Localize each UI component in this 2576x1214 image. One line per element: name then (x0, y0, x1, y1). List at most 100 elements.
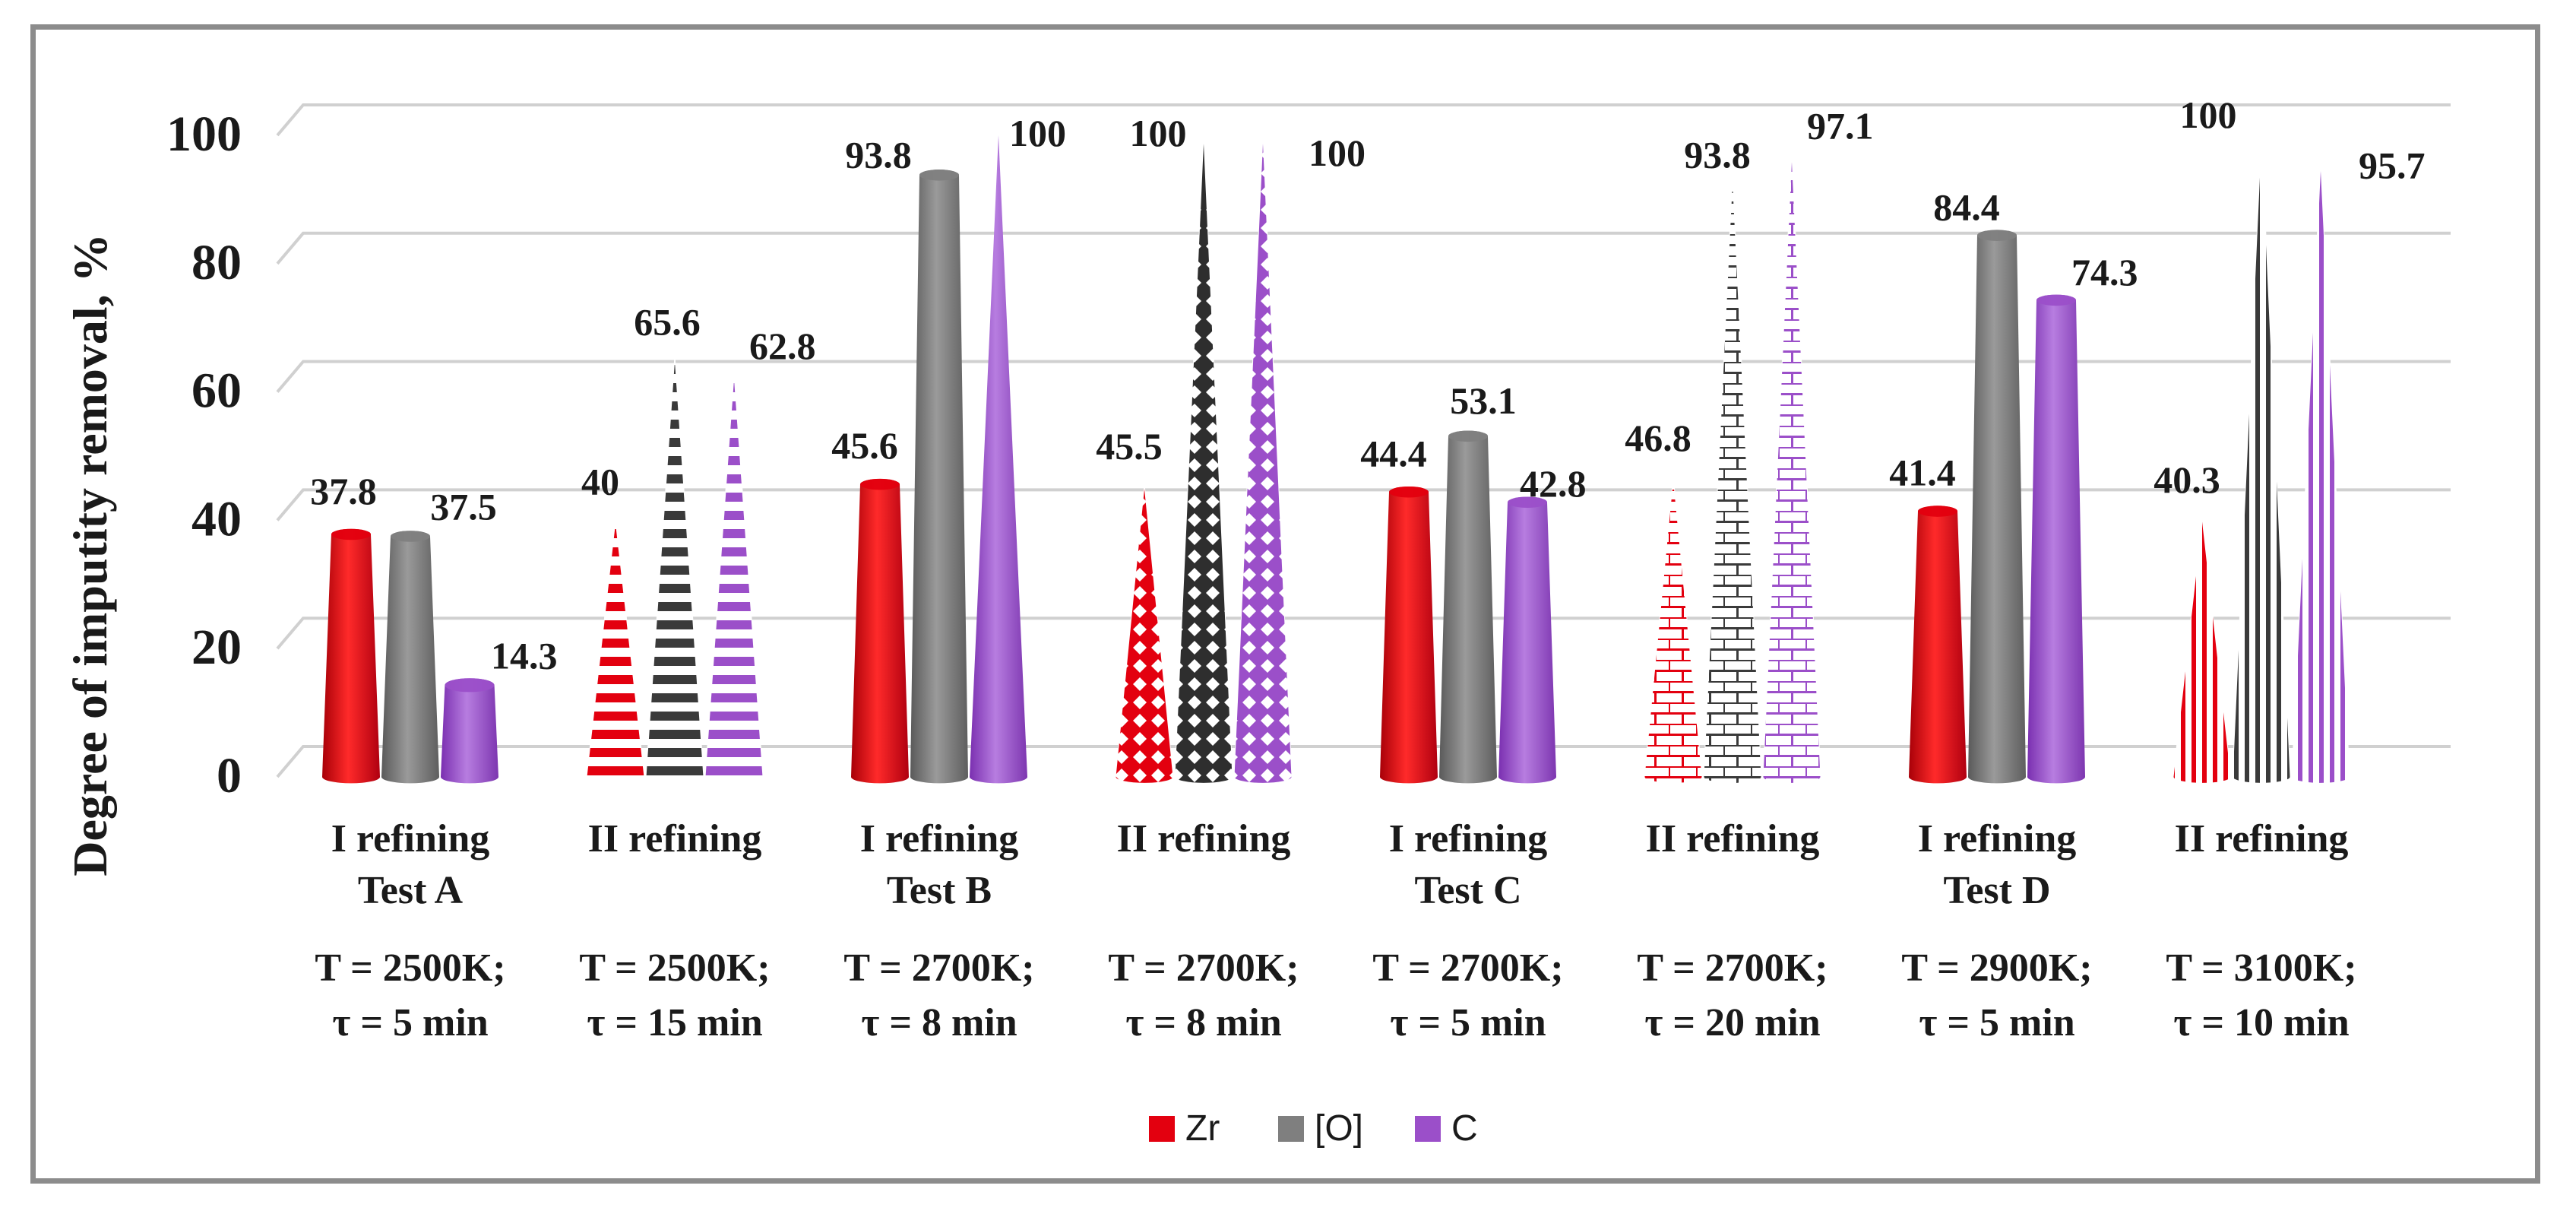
legend-label: [O] (1315, 1108, 1363, 1149)
category-label: τ = 5 min (1390, 1001, 1546, 1044)
data-label: 40.3 (2154, 458, 2220, 501)
bar-O-4 (1174, 135, 1233, 784)
bar-C-1 (441, 678, 498, 784)
bar-Zr-3 (851, 478, 909, 784)
bar-O-5 (1439, 430, 1497, 784)
category-label: I refining (1918, 817, 2077, 861)
legend-swatch (1278, 1116, 1304, 1142)
gridline (276, 360, 2451, 393)
category-label: I refining (331, 817, 490, 861)
legend-swatch (1149, 1116, 1175, 1142)
category-label: τ = 5 min (332, 1001, 488, 1044)
bar-O-7 (1968, 230, 2026, 784)
category-label: I refining (1389, 817, 1548, 861)
data-labels: 37.8 37.5 14.3 40 65.6 62.8 45.6 93.8 100 45.5 100… (310, 94, 2425, 677)
bars (322, 135, 2350, 784)
legend: Zr [O] C (1149, 1108, 1478, 1149)
data-label: 65.6 (634, 300, 701, 343)
category-label: T = 2700K; (1108, 946, 1299, 990)
category-label: I refining (860, 817, 1019, 861)
bar-Zr-2 (586, 520, 645, 784)
y-tick-label: 60 (191, 363, 242, 419)
data-label: 53.1 (1450, 379, 1517, 422)
data-label: 62.8 (749, 325, 816, 367)
category-label: T = 2500K; (315, 946, 505, 990)
bar-Zr-1 (322, 528, 380, 784)
y-axis-label: Degree of imputity removal, % (63, 233, 117, 876)
category-label: τ = 8 min (1125, 1001, 1281, 1044)
bar-Zr-6 (1644, 476, 1703, 784)
y-tick-label: 80 (191, 235, 242, 290)
category-label: T = 2500K; (579, 946, 770, 990)
category-label: τ = 8 min (861, 1001, 1017, 1044)
data-label: 37.5 (430, 486, 497, 528)
legend-label: C (1451, 1108, 1478, 1149)
bar-Zr-5 (1380, 486, 1438, 784)
bar-O-6 (1703, 175, 1762, 784)
data-label: 46.8 (1625, 417, 1691, 459)
category-label: Test D (1943, 869, 2050, 912)
bar-O-8 (2232, 135, 2291, 784)
category-label: T = 2700K; (1372, 946, 1563, 990)
data-label: 45.6 (831, 424, 898, 467)
data-label: 93.8 (845, 133, 912, 176)
category-label: II refining (2175, 817, 2349, 861)
category-label: II refining (1646, 817, 1820, 861)
category-label: T = 2900K; (1901, 946, 2092, 990)
y-tick-label: 0 (217, 748, 242, 804)
data-label: 84.4 (1933, 186, 2000, 229)
bar-Zr-8 (2173, 518, 2232, 784)
category-label: τ = 10 min (2173, 1001, 2349, 1044)
legend-item-O: [O] (1278, 1108, 1363, 1149)
legend-item-Zr: Zr (1149, 1108, 1220, 1149)
data-label: 37.8 (310, 470, 377, 512)
bar-C-6 (1762, 154, 1821, 784)
category-label: II refining (1117, 817, 1291, 861)
bar-C-2 (704, 373, 764, 784)
data-label: 14.3 (491, 634, 558, 677)
data-label: 100 (2180, 94, 2237, 136)
category-label: T = 3100K; (2166, 946, 2356, 990)
y-tick-label: 20 (191, 620, 242, 675)
data-label: 40 (581, 460, 619, 502)
category-label: T = 2700K; (843, 946, 1034, 990)
category-label: II refining (588, 817, 762, 861)
y-tick-label: 40 (191, 491, 242, 547)
bar-O-3 (910, 170, 968, 784)
data-label: 93.8 (1684, 133, 1751, 176)
legend-label: Zr (1185, 1108, 1220, 1149)
y-tick-label: 100 (166, 106, 242, 162)
y-axis-ticks: 0 20 40 60 80 100 (166, 106, 242, 804)
bar-O-2 (645, 356, 704, 784)
data-label: 95.7 (2359, 144, 2426, 186)
data-label: 100 (1009, 112, 1066, 154)
category-labels: I refining Test A T = 2500K; τ = 5 min II re… (315, 817, 2356, 1044)
data-label: 74.3 (2071, 251, 2138, 293)
data-label: 100 (1130, 112, 1187, 154)
category-label: τ = 20 min (1644, 1001, 1820, 1044)
category-label: τ = 15 min (587, 1001, 762, 1044)
gridline (276, 103, 2451, 137)
category-label: Test B (887, 869, 992, 912)
data-label: 44.4 (1360, 432, 1427, 474)
category-label: T = 2700K; (1637, 946, 1828, 990)
bar-C-5 (1498, 496, 1556, 784)
data-label: 100 (1309, 132, 1366, 174)
category-label: Test A (358, 869, 464, 912)
bar-Zr-4 (1115, 484, 1174, 784)
data-label: 41.4 (1889, 452, 1956, 494)
data-label: 45.5 (1096, 425, 1163, 468)
legend-swatch (1415, 1116, 1441, 1142)
bar-C-8 (2291, 163, 2350, 784)
data-label: 42.8 (1520, 462, 1587, 505)
chart-frame (30, 24, 2540, 1184)
legend-item-C: C (1415, 1108, 1478, 1149)
bar-Zr-7 (1909, 506, 1967, 784)
bar-O-1 (381, 531, 439, 784)
bar-C-4 (1233, 135, 1293, 784)
bar-C-3 (970, 135, 1027, 784)
category-label: Test C (1414, 869, 1521, 912)
data-label: 97.1 (1807, 104, 1874, 147)
category-label: τ = 5 min (1919, 1001, 2074, 1044)
